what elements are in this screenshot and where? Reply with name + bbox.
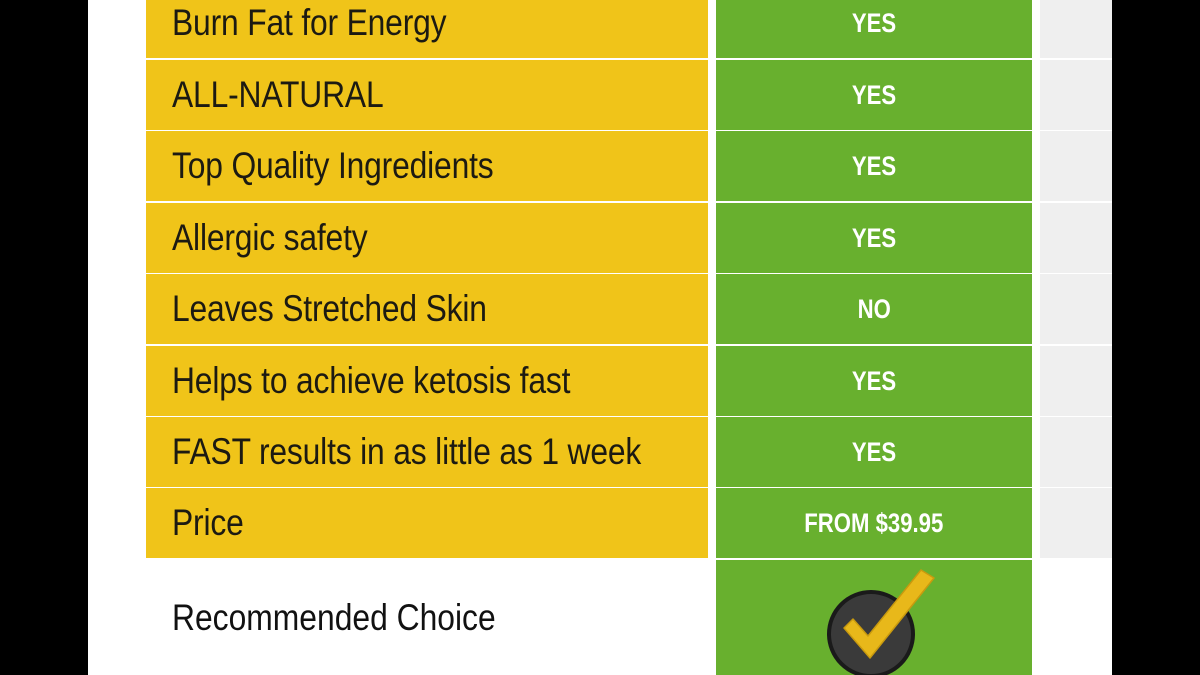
checkmark-badge-icon xyxy=(827,569,935,675)
feature-label: Allergic safety xyxy=(146,203,708,273)
price-label: Price xyxy=(146,488,708,558)
table-row: FAST results in as little as 1 week YES xyxy=(88,417,1112,487)
table-row: Allergic safety YES xyxy=(88,203,1112,273)
feature-label: Top Quality Ingredients xyxy=(146,131,708,201)
comparison-panel: Burn Fat for Energy YES ALL-NATURAL YES … xyxy=(88,0,1112,675)
feature-value: YES xyxy=(716,60,1032,130)
table-row: Helps to achieve ketosis fast YES xyxy=(88,346,1112,416)
feature-value: YES xyxy=(716,417,1032,487)
recommended-value xyxy=(716,560,1032,675)
feature-label: ALL-NATURAL xyxy=(146,60,708,130)
extra-column-cell xyxy=(1040,488,1112,558)
extra-column-cell xyxy=(1040,203,1112,273)
table-row: ALL-NATURAL YES xyxy=(88,60,1112,130)
recommended-label: Recommended Choice xyxy=(146,560,708,675)
feature-value: YES xyxy=(716,203,1032,273)
feature-label: FAST results in as little as 1 week xyxy=(146,417,708,487)
extra-column-cell xyxy=(1040,0,1112,58)
extra-column-cell xyxy=(1040,131,1112,201)
extra-column-cell xyxy=(1040,274,1112,344)
table-row: Burn Fat for Energy YES xyxy=(88,0,1112,58)
extra-column-cell xyxy=(1040,60,1112,130)
feature-label: Burn Fat for Energy xyxy=(146,0,708,58)
feature-value: NO xyxy=(716,274,1032,344)
recommended-row: Recommended Choice xyxy=(88,560,1112,675)
feature-label: Leaves Stretched Skin xyxy=(146,274,708,344)
price-value: FROM $39.95 xyxy=(716,488,1032,558)
feature-label: Helps to achieve ketosis fast xyxy=(146,346,708,416)
extra-column-cell xyxy=(1040,417,1112,487)
feature-value: YES xyxy=(716,0,1032,58)
feature-value: YES xyxy=(716,346,1032,416)
table-row: Leaves Stretched Skin NO xyxy=(88,274,1112,344)
extra-column-cell xyxy=(1040,346,1112,416)
feature-value: YES xyxy=(716,131,1032,201)
table-row: Price FROM $39.95 xyxy=(88,488,1112,558)
table-row: Top Quality Ingredients YES xyxy=(88,131,1112,201)
